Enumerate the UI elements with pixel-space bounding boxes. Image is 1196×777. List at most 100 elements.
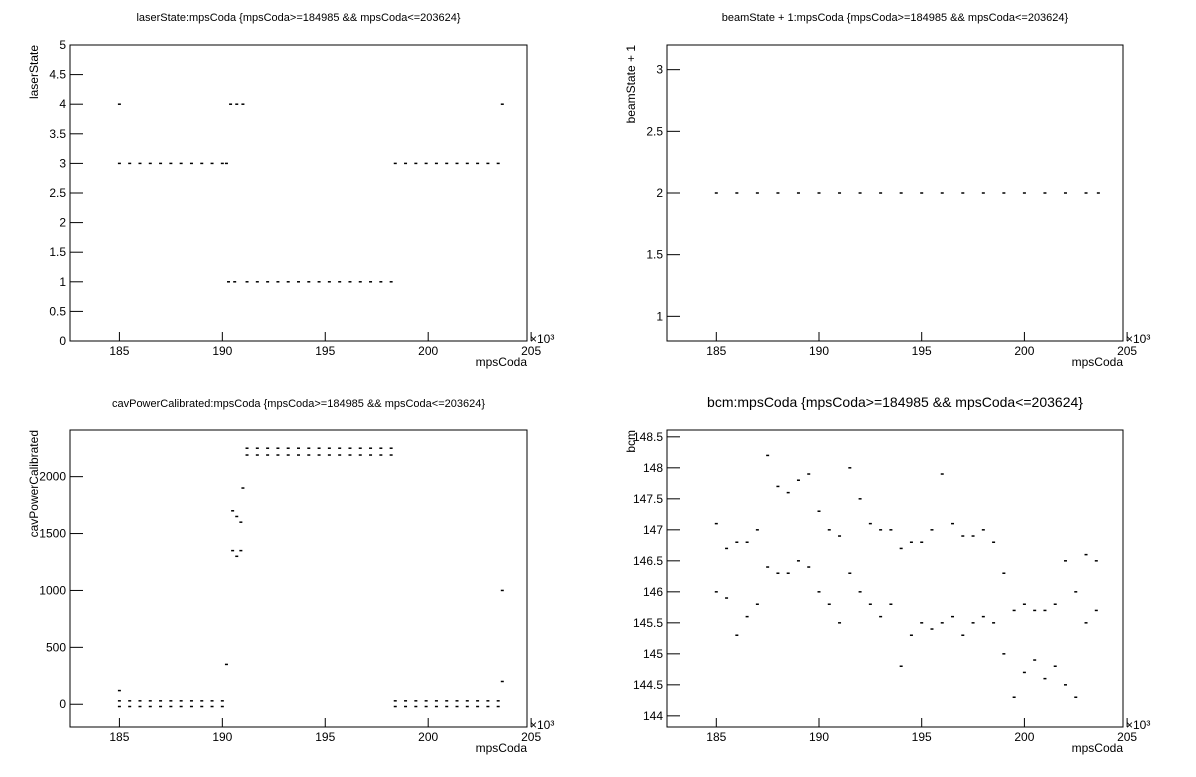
point — [796, 479, 800, 481]
point — [1074, 591, 1078, 593]
point — [128, 162, 132, 165]
point — [920, 541, 924, 543]
point — [224, 162, 228, 165]
point — [766, 454, 770, 457]
point — [327, 447, 331, 449]
point — [445, 705, 449, 708]
point — [241, 103, 245, 105]
point — [255, 281, 259, 283]
y-tick-label: 2.5 — [646, 124, 663, 138]
y-tick-label: 3 — [656, 63, 663, 77]
x-tick-label: 195 — [315, 344, 335, 358]
point — [1022, 192, 1026, 194]
point — [255, 447, 259, 449]
point — [317, 281, 321, 283]
point — [500, 589, 504, 592]
x-multiplier: ×10³ — [530, 332, 554, 346]
point — [1012, 696, 1016, 698]
point — [239, 521, 243, 523]
point — [465, 705, 469, 708]
point — [1084, 622, 1088, 624]
x-tick-label: 205 — [1117, 344, 1137, 358]
point — [725, 597, 729, 599]
point — [393, 705, 397, 708]
y-axis-label: bcm — [624, 430, 638, 453]
point — [266, 447, 270, 449]
point — [445, 162, 449, 165]
point — [424, 700, 428, 702]
point — [369, 447, 373, 449]
point — [920, 622, 924, 624]
point — [786, 572, 790, 574]
point — [200, 705, 204, 708]
y-tick-label: 145.5 — [633, 616, 663, 630]
point — [348, 454, 352, 456]
y-tick-label: 3 — [59, 156, 66, 170]
point — [128, 700, 132, 702]
point — [1012, 609, 1016, 612]
point — [297, 454, 300, 456]
point — [858, 498, 862, 500]
point — [838, 535, 842, 537]
point — [981, 615, 985, 618]
point — [210, 705, 214, 708]
point — [1043, 192, 1047, 194]
x-tick-label: 185 — [706, 344, 726, 358]
point — [1002, 192, 1006, 194]
point — [414, 162, 418, 165]
point — [379, 447, 383, 449]
point — [796, 192, 800, 194]
point — [210, 700, 214, 702]
point — [169, 700, 173, 702]
point — [496, 700, 500, 702]
plot-frame — [666, 429, 1124, 728]
point — [231, 549, 235, 552]
x-tick-label: 200 — [1014, 344, 1034, 358]
point — [189, 700, 193, 702]
point — [1043, 677, 1047, 680]
point — [229, 103, 233, 105]
y-tick-label: 2 — [656, 186, 663, 200]
point — [971, 535, 975, 537]
point — [369, 454, 373, 456]
chart-title: cavPowerCalibrated:mpsCoda {mpsCoda>=184… — [112, 398, 485, 410]
point — [1094, 560, 1098, 562]
x-tick-label: 200 — [418, 344, 438, 358]
point — [117, 705, 121, 708]
point — [233, 281, 237, 283]
point — [889, 529, 893, 531]
point — [220, 162, 224, 165]
chart-title: bcm:mpsCoda {mpsCoda>=184985 && mpsCoda<… — [707, 394, 1083, 410]
y-tick-label: 148 — [643, 461, 663, 475]
y-tick-label: 1500 — [39, 527, 66, 541]
point — [338, 454, 342, 456]
point — [138, 705, 142, 708]
y-tick-label: 0 — [59, 697, 66, 711]
y-tick-label: 147 — [643, 523, 663, 537]
x-multiplier: ×10³ — [1126, 332, 1150, 346]
point — [220, 700, 224, 702]
y-tick-label: 5 — [59, 38, 66, 52]
point — [117, 700, 121, 702]
point — [169, 705, 173, 708]
point — [476, 700, 480, 702]
x-tick-label: 205 — [1117, 730, 1137, 744]
y-tick-label: 500 — [46, 640, 66, 654]
point — [200, 162, 204, 165]
point — [735, 634, 739, 636]
point — [899, 192, 903, 194]
point — [899, 665, 903, 667]
point — [735, 192, 739, 194]
point — [1084, 553, 1088, 556]
point — [266, 454, 270, 456]
point — [369, 281, 373, 283]
point — [255, 454, 259, 456]
point — [297, 447, 300, 449]
chart-title: laserState:mpsCoda {mpsCoda>=184985 && m… — [136, 12, 460, 24]
point — [220, 705, 224, 708]
point — [755, 529, 759, 531]
point — [286, 281, 290, 283]
point — [745, 615, 749, 618]
point — [951, 522, 955, 525]
